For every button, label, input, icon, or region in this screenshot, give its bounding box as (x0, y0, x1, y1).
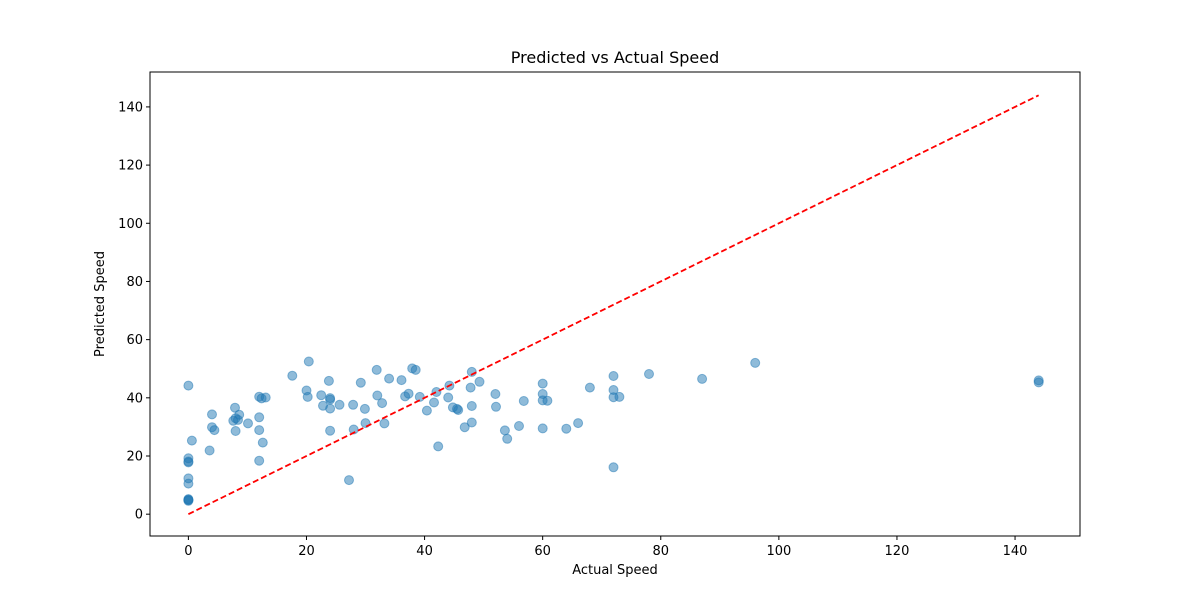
data-point-10 (186, 435, 197, 446)
data-point-39 (325, 425, 336, 436)
data-point-96 (1033, 377, 1044, 388)
y-axis-label: Predicted Speed (93, 251, 108, 357)
data-point-84 (561, 423, 572, 434)
data-point-38 (325, 394, 336, 405)
data-point-31 (302, 391, 313, 402)
points-layer (183, 356, 1044, 506)
data-point-54 (403, 388, 414, 399)
data-point-21 (243, 418, 253, 429)
data-point-44 (355, 377, 366, 388)
data-point-82 (537, 423, 548, 434)
y-tick-label: 60 (126, 333, 143, 348)
x-tick-label: 60 (534, 544, 551, 559)
data-point-11 (204, 445, 215, 456)
data-point-71 (466, 417, 477, 428)
data-point-75 (499, 425, 510, 436)
data-point-51 (384, 373, 395, 384)
y-tick-label: 40 (126, 391, 143, 406)
data-point-93 (697, 373, 708, 384)
data-point-42 (348, 399, 359, 410)
data-point-45 (359, 403, 370, 414)
data-point-37 (325, 403, 336, 414)
data-point-48 (372, 390, 383, 401)
data-point-24 (254, 425, 265, 436)
y-tick-label: 120 (118, 159, 143, 174)
reference-line (187, 94, 1040, 515)
data-point-73 (490, 389, 501, 399)
y-tick-label: 0 (135, 508, 143, 523)
data-point-62 (443, 392, 454, 403)
data-point-3 (183, 457, 194, 468)
x-tick-label: 40 (416, 544, 433, 559)
data-point-78 (518, 396, 529, 406)
data-point-60 (431, 387, 442, 397)
data-point-72 (474, 376, 485, 387)
x-tick-label: 20 (298, 544, 315, 559)
chart-title: Predicted vs Actual Speed (511, 48, 719, 67)
x-tick-label: 120 (885, 544, 910, 559)
data-point-29 (287, 370, 298, 381)
data-point-86 (584, 382, 595, 393)
y-tick-label: 100 (118, 217, 143, 232)
x-tick-label: 140 (1003, 544, 1028, 559)
data-point-77 (514, 421, 524, 431)
data-point-47 (371, 364, 382, 375)
data-point-0 (183, 380, 194, 391)
data-point-28 (260, 392, 271, 403)
data-point-23 (254, 412, 265, 423)
data-point-20 (234, 409, 245, 420)
data-point-61 (433, 441, 444, 452)
data-point-57 (414, 391, 425, 402)
data-point-92 (644, 369, 654, 379)
y-tick-label: 80 (126, 275, 143, 290)
data-point-56 (410, 364, 421, 375)
data-point-94 (750, 357, 761, 368)
data-point-66 (453, 405, 464, 415)
data-point-52 (396, 375, 407, 386)
data-point-49 (377, 398, 388, 409)
data-point-58 (421, 405, 432, 416)
y-tick-label: 140 (118, 100, 143, 115)
data-point-32 (303, 356, 314, 367)
data-point-50 (379, 418, 390, 429)
data-point-27 (257, 437, 268, 448)
data-point-68 (465, 382, 476, 393)
data-point-74 (491, 401, 501, 412)
data-point-43 (348, 424, 359, 435)
x-tick-label: 100 (766, 544, 791, 559)
x-axis-label: Actual Speed (572, 563, 658, 578)
data-point-85 (573, 418, 584, 429)
data-point-9 (183, 494, 194, 505)
data-point-41 (344, 475, 354, 486)
x-tick-label: 0 (184, 544, 192, 559)
y-tick-label: 20 (126, 450, 143, 465)
x-axis-ticks: 0 20 40 60 80 100 120 140 (184, 536, 1027, 559)
data-point-90 (608, 462, 619, 473)
data-point-70 (466, 401, 477, 411)
data-point-76 (502, 433, 513, 444)
data-point-87 (608, 371, 619, 381)
data-point-59 (429, 397, 439, 408)
data-point-12 (207, 409, 217, 420)
data-point-79 (537, 378, 548, 389)
data-point-14 (209, 425, 220, 436)
data-point-67 (459, 422, 470, 433)
y-axis-ticks: 0 20 40 60 80 100 120 140 (118, 100, 150, 523)
data-point-5 (183, 478, 194, 489)
data-point-35 (323, 375, 334, 386)
x-tick-label: 80 (652, 544, 669, 559)
data-point-91 (614, 391, 625, 402)
data-point-40 (334, 399, 345, 410)
data-point-25 (254, 455, 265, 466)
plot-frame (149, 71, 1081, 537)
reference-line-layer (187, 94, 1040, 515)
data-point-33 (316, 390, 327, 401)
data-point-17 (230, 426, 241, 436)
data-point-83 (542, 395, 553, 406)
